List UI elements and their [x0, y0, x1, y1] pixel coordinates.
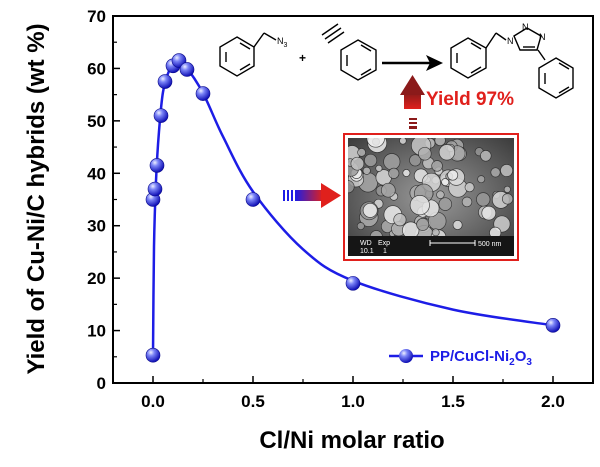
sem-wd-label: WD: [360, 240, 372, 247]
data-point: [179, 62, 195, 77]
data-point: [545, 318, 561, 333]
data-point: [195, 86, 211, 101]
triazole-n3: N: [539, 32, 546, 42]
x-tick-label: 0.5: [241, 392, 265, 411]
y-tick-label: 40: [87, 164, 106, 183]
x-tick-label: 0.0: [141, 392, 165, 411]
data-point: [149, 158, 165, 173]
triazole-ring: [513, 27, 542, 51]
plus-sign: +: [299, 51, 306, 65]
data-point: [157, 74, 173, 89]
vertical-arrow: [400, 75, 425, 129]
data-point: [245, 192, 261, 207]
x-tick-label: 1.0: [341, 392, 365, 411]
y-tick-label: 20: [87, 269, 106, 288]
y-tick-label: 0: [97, 374, 106, 393]
reaction-arrow: [382, 55, 443, 71]
y-axis-label: Yield of Cu-Ni/C hybrids (wt %): [23, 23, 50, 374]
data-point: [153, 108, 169, 123]
y-tick-label: 50: [87, 112, 106, 131]
product-phenyl-ring: [538, 57, 574, 99]
legend-label: PP/CuCl-Ni2O3: [430, 348, 532, 368]
reaction-scheme: [219, 23, 574, 99]
sem-wd-value: 10.1: [360, 248, 374, 255]
sem-exp-value: 1: [383, 248, 387, 255]
x-axis-ticks: 0.0 0.5 1.0 1.5 2.0: [141, 376, 565, 411]
y-tick-label: 30: [87, 217, 106, 236]
x-tick-label: 1.5: [441, 392, 465, 411]
azide-label: N3: [277, 36, 288, 49]
triazole-n1: N: [507, 36, 514, 46]
data-point: [147, 181, 163, 197]
sem-exp-label: Exp: [378, 240, 390, 247]
sem-image: WD Exp 10.1 1 500 nm: [343, 133, 519, 261]
y-tick-label: 70: [87, 7, 106, 26]
triazole-n2: N: [522, 22, 529, 32]
x-tick-label: 2.0: [541, 392, 565, 411]
data-point: [345, 276, 361, 291]
yield-label: Yield 97%: [426, 89, 514, 110]
horizontal-arrow: [283, 183, 341, 208]
data-points: [145, 53, 561, 363]
product-benzyl-ring: [450, 37, 487, 79]
benzyl-azide-ring: [219, 36, 255, 77]
legend: PP/CuCl-Ni2O3: [389, 348, 532, 368]
legend-marker: [399, 349, 413, 363]
y-axis-ticks: 0 10 20 30 40 50 60 70: [87, 7, 120, 393]
phenylacetylene-ring: [340, 39, 377, 81]
data-point: [145, 347, 161, 363]
sem-scale-label: 500 nm: [478, 241, 502, 248]
y-tick-label: 10: [87, 322, 106, 341]
x-axis-label: Cl/Ni molar ratio: [259, 427, 444, 454]
y-tick-label: 60: [87, 59, 106, 78]
